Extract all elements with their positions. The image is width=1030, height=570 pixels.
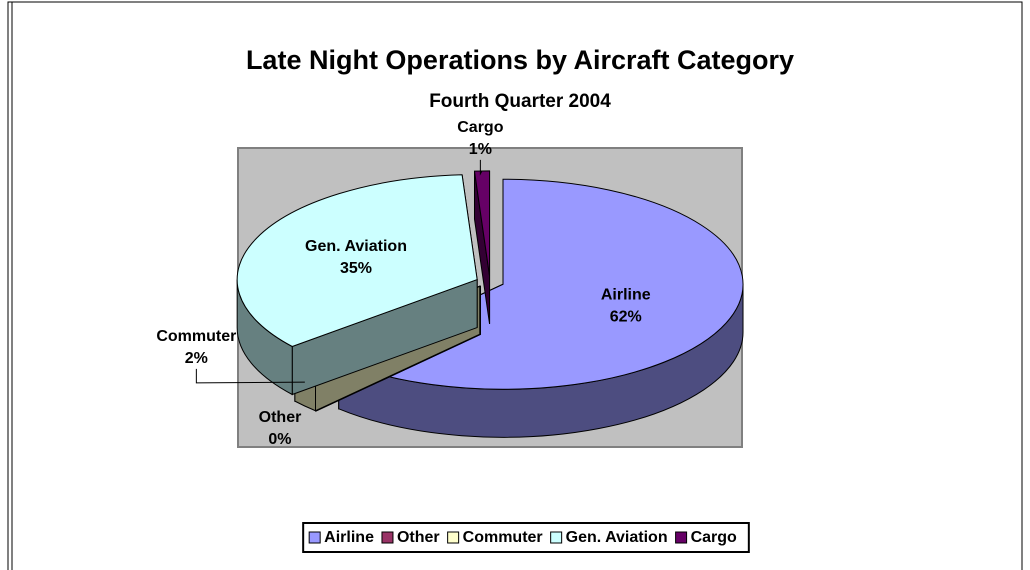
- legend-label: Airline: [324, 529, 374, 546]
- slice: [473, 170, 491, 324]
- chart-subtitle: Fourth Quarter 2004: [429, 91, 611, 112]
- slice-top: [473, 170, 491, 276]
- data-label-name: Other: [259, 409, 302, 426]
- legend-swatch: [308, 531, 321, 544]
- legend-label: Other: [397, 529, 440, 546]
- legend: [302, 522, 750, 553]
- data-label-value: 0%: [268, 431, 291, 448]
- data-label-name: Gen. Aviation: [305, 238, 407, 255]
- slice-top: [236, 174, 478, 348]
- leader-line: [479, 159, 483, 176]
- legend-label: Cargo: [691, 529, 737, 546]
- data-label-name: Cargo: [457, 119, 503, 136]
- data-label-name: Commuter: [156, 328, 236, 345]
- legend-label: Commuter: [463, 529, 543, 546]
- chart-title: Late Night Operations by Aircraft Catego…: [246, 45, 794, 75]
- data-label-value: 62%: [610, 309, 642, 326]
- legend-label: Gen. Aviation: [566, 529, 668, 546]
- legend-swatch: [675, 531, 688, 544]
- data-label-value: 35%: [340, 260, 372, 277]
- leader-line: [195, 368, 305, 384]
- legend-swatch: [447, 531, 460, 544]
- slice: [236, 174, 478, 396]
- data-label-name: Airline: [601, 287, 651, 304]
- legend-swatch: [550, 531, 563, 544]
- data-label-value: 2%: [185, 350, 208, 367]
- legend-swatch: [381, 531, 394, 544]
- data-label-value: 1%: [469, 141, 492, 158]
